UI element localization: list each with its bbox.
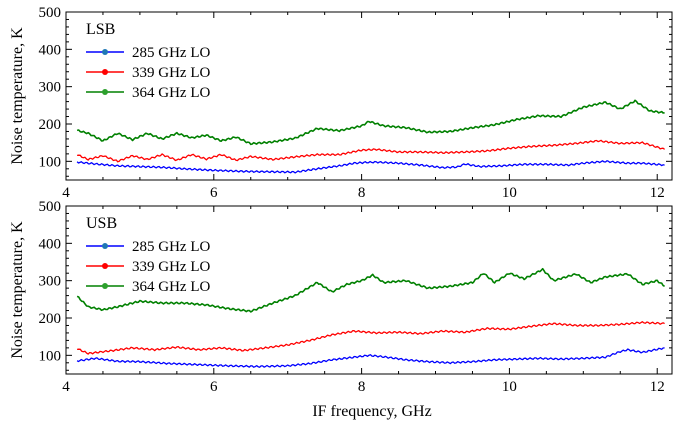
series-line-285-ghz-lo <box>76 160 665 174</box>
series-line-364-ghz-lo <box>76 267 665 313</box>
plot-frame <box>65 11 673 181</box>
x-tick-label: 6 <box>210 379 218 395</box>
series-line-339-ghz-lo <box>77 139 666 163</box>
x-tick-label: 12 <box>650 379 665 395</box>
legend-marker <box>102 263 108 269</box>
x-tick-label: 10 <box>502 185 517 201</box>
legend-marker <box>102 283 108 289</box>
legend-entry: 339 GHz LO <box>132 65 210 81</box>
series-line-285-ghz-lo <box>76 347 665 368</box>
x-tick-label: 6 <box>210 185 218 201</box>
legend-entry: 285 GHz LO <box>132 45 210 61</box>
legend-marker <box>102 69 108 75</box>
y-tick-label: 200 <box>39 311 62 327</box>
y-axis-title: Noise temperature, K <box>9 221 26 359</box>
y-axis-title: Noise temperature, K <box>9 27 26 165</box>
x-tick-label: 4 <box>62 379 70 395</box>
legend-entry: 339 GHz LO <box>132 259 210 275</box>
legend-marker <box>102 49 108 55</box>
legend-entry: 285 GHz LO <box>132 239 210 255</box>
y-tick-label: 100 <box>39 348 62 364</box>
x-tick-label: 4 <box>62 185 70 201</box>
panel-label: LSB <box>86 21 115 38</box>
x-tick-label: 8 <box>358 185 366 201</box>
y-tick-label: 100 <box>39 154 62 170</box>
x-tick-label: 8 <box>358 379 366 395</box>
y-tick-label: 200 <box>39 117 62 133</box>
series-line-339-ghz-lo <box>77 321 665 355</box>
legend-entry: 364 GHz LO <box>132 85 210 101</box>
legend-entry: 364 GHz LO <box>132 279 210 295</box>
y-tick-label: 500 <box>39 5 62 21</box>
y-tick-label: 400 <box>39 236 62 252</box>
plot-frame <box>65 205 673 375</box>
x-tick-label: 12 <box>650 185 665 201</box>
x-axis-title: IF frequency, GHz <box>312 403 431 420</box>
y-tick-label: 300 <box>39 80 62 96</box>
y-tick-label: 500 <box>39 199 62 215</box>
panel-usb: 4 6 8 10 12 100 200 300 400 500 Noise temperature,… <box>9 199 673 395</box>
panel-lsb: 4 6 8 10 12 100 200 300 400 500 Noise temperature,… <box>9 5 673 201</box>
x-tick-label: 10 <box>502 379 517 395</box>
legend-marker <box>102 89 108 95</box>
y-tick-label: 400 <box>39 42 62 58</box>
legend-marker <box>102 243 108 249</box>
panel-label: USB <box>86 215 117 232</box>
y-tick-label: 300 <box>39 274 62 290</box>
series-line-364-ghz-lo <box>76 99 665 146</box>
